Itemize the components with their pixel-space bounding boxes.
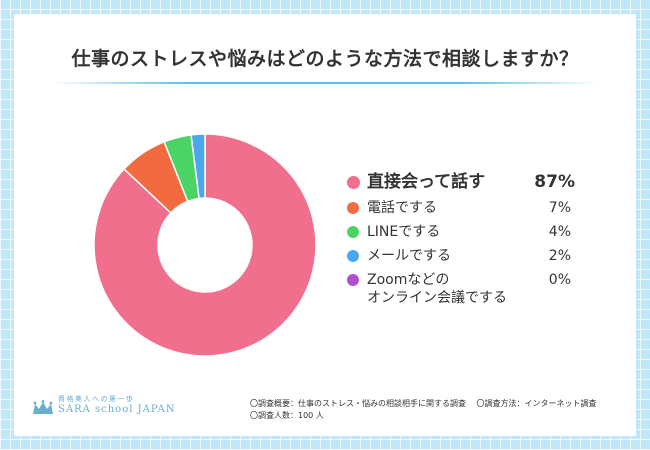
legend-item-2: LINEでする 4% bbox=[347, 223, 577, 241]
legend-value: 2% bbox=[548, 248, 571, 264]
survey-method: 〇調査方法：インターネット調査 bbox=[476, 399, 597, 408]
survey-notes: 〇調査概要：仕事のストレス・悩みの相談相手に関する調査 〇調査方法：インターネッ… bbox=[250, 398, 597, 422]
legend-label: LINEでする bbox=[367, 224, 441, 240]
logo-brand: SARA school JAPAN bbox=[58, 404, 176, 415]
crown-icon bbox=[33, 400, 53, 414]
donut-slice-3 bbox=[190, 133, 206, 200]
legend-label: メールでする bbox=[367, 248, 451, 264]
legend-label: 電話でする bbox=[367, 200, 437, 216]
legend-label: 直接会って話す bbox=[367, 172, 486, 192]
chart-card: 仕事のストレスや悩みはどのような方法で相談しますか？ 直接会って話す 87% 電話で… bbox=[14, 14, 636, 436]
donut-chart bbox=[93, 133, 317, 357]
legend-marker-icon bbox=[347, 226, 359, 238]
legend-value: 0% bbox=[548, 272, 571, 288]
legend-value: 87% bbox=[534, 172, 575, 192]
legend-item-3: メールでする 2% bbox=[347, 247, 577, 265]
donut-slice-0 bbox=[93, 133, 317, 357]
legend-item-4: Zoomなどの オンライン会議でする 0% bbox=[347, 271, 577, 307]
legend-value: 7% bbox=[548, 200, 571, 216]
title-underline bbox=[50, 82, 600, 84]
legend-marker-icon bbox=[347, 176, 360, 189]
legend-item-1: 電話でする 7% bbox=[347, 199, 577, 217]
logo-tagline: 資格美人への第一歩 bbox=[58, 395, 135, 403]
chart-legend: 直接会って話す 87% 電話でする 7% LINEでする 4% メールでする 2% Zoomなど… bbox=[347, 170, 577, 313]
legend-label: Zoomなどの オンライン会議でする bbox=[367, 272, 507, 306]
survey-outline: 〇調査概要：仕事のストレス・悩みの相談相手に関する調査 bbox=[250, 399, 466, 408]
legend-value: 4% bbox=[548, 224, 571, 240]
survey-respondents: 〇調査人数：100 人 bbox=[250, 411, 324, 420]
legend-marker-icon bbox=[347, 250, 359, 262]
chart-title: 仕事のストレスや悩みはどのような方法で相談しますか？ bbox=[71, 48, 579, 70]
legend-item-0: 直接会って話す 87% bbox=[347, 170, 577, 194]
sara-school-logo: 資格美人への第一歩 SARA school JAPAN bbox=[32, 394, 192, 430]
legend-marker-icon bbox=[347, 202, 359, 214]
legend-marker-icon bbox=[347, 274, 359, 286]
